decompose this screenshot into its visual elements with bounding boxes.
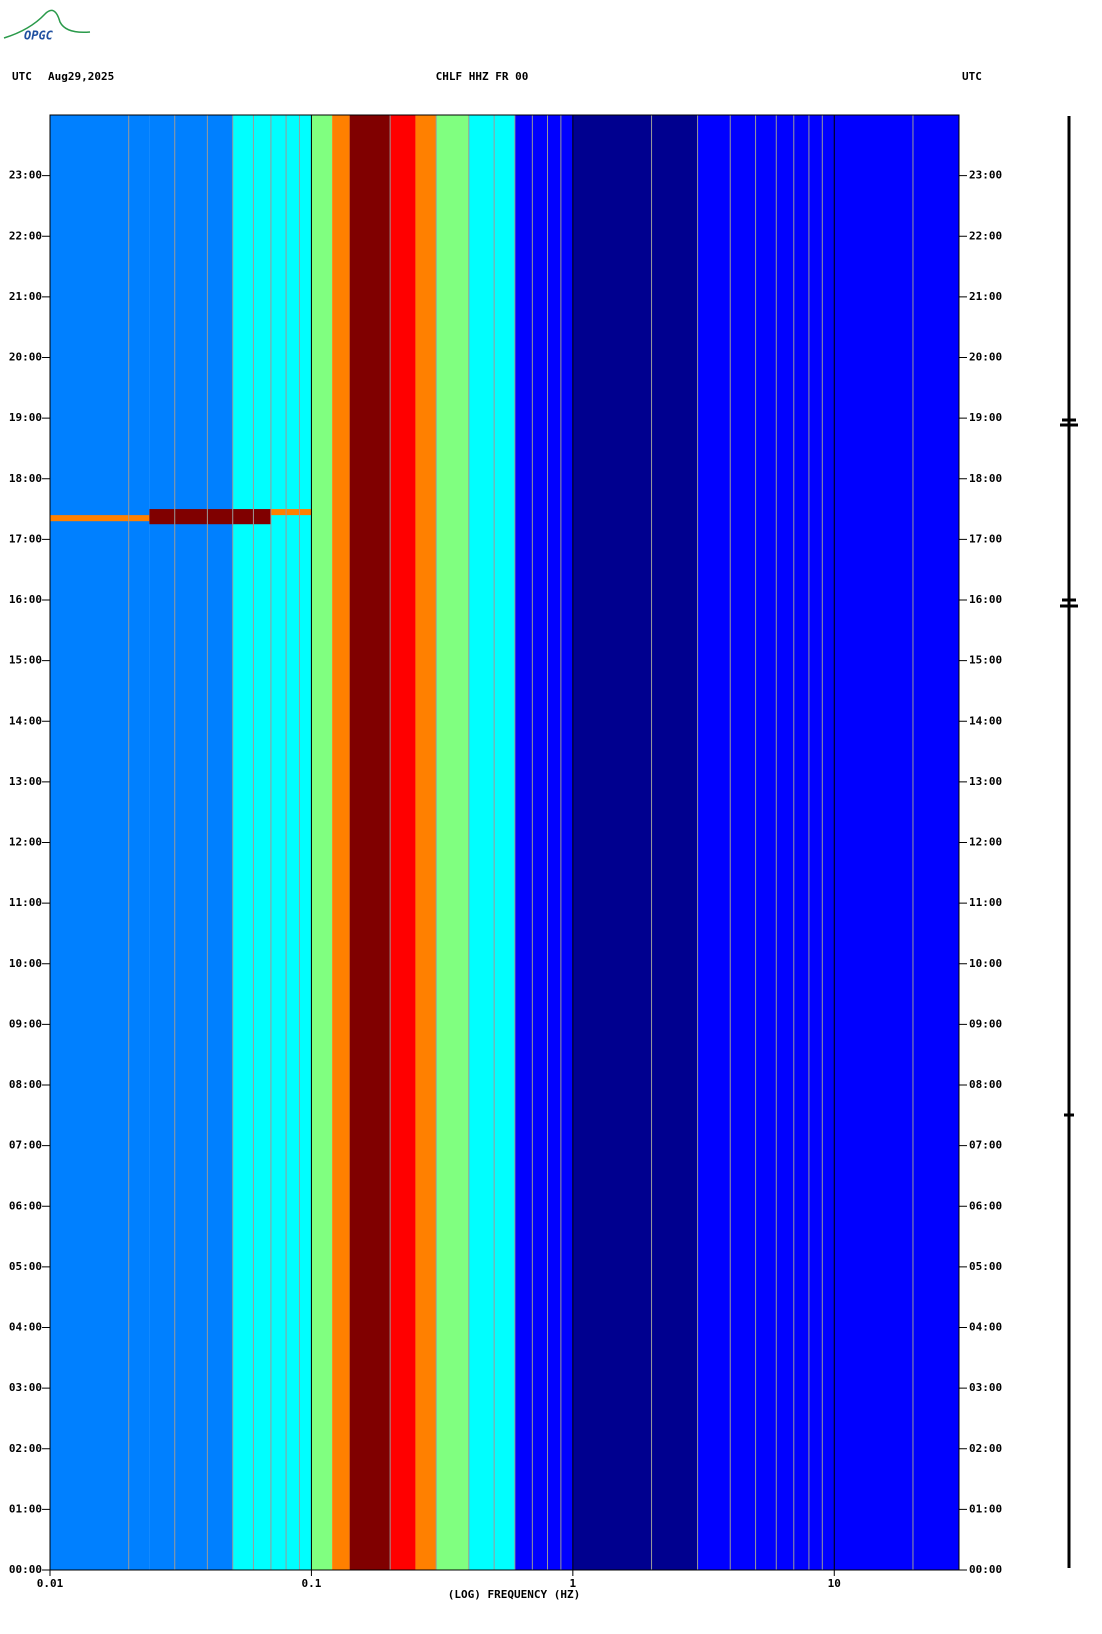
y-tick-label-right: 12:00 (969, 836, 1002, 849)
y-tick-label: 05:00 (9, 1260, 42, 1273)
y-tick-label: 06:00 (9, 1199, 42, 1212)
y-tick-label-right: 06:00 (969, 1199, 1002, 1212)
y-tick-label-right: 02:00 (969, 1442, 1002, 1455)
x-tick-label: 10 (828, 1577, 841, 1590)
y-tick-label: 19:00 (9, 411, 42, 424)
y-tick-label: 17:00 (9, 532, 42, 545)
y-tick-label: 14:00 (9, 714, 42, 727)
y-tick-label-right: 07:00 (969, 1139, 1002, 1152)
y-tick-label-right: 22:00 (969, 229, 1002, 242)
y-tick-label-right: 11:00 (969, 896, 1002, 909)
y-tick-label-right: 01:00 (969, 1502, 1002, 1515)
title-left: UTC (12, 70, 32, 83)
y-tick-label-right: 03:00 (969, 1381, 1002, 1394)
spectrum-band (697, 115, 959, 1570)
y-tick-label-right: 09:00 (969, 1017, 1002, 1030)
x-tick-label: 0.01 (37, 1577, 64, 1590)
spectrum-band (149, 115, 233, 1570)
y-tick-label-right: 20:00 (969, 351, 1002, 364)
y-tick-label-right: 13:00 (969, 775, 1002, 788)
spectrum-band (436, 115, 469, 1570)
y-tick-label: 11:00 (9, 896, 42, 909)
logo-curve (3, 9, 91, 39)
event (50, 515, 150, 522)
y-tick-label: 16:00 (9, 593, 42, 606)
y-tick-label-right: 19:00 (969, 411, 1002, 424)
y-tick-label: 09:00 (9, 1017, 42, 1030)
y-tick-label-right: 08:00 (969, 1078, 1002, 1091)
spectrum-band (390, 115, 416, 1570)
spectrum-band (514, 115, 573, 1570)
y-tick-label-right: 21:00 (969, 290, 1002, 303)
y-tick-label-right: 16:00 (969, 593, 1002, 606)
y-tick-label: 08:00 (9, 1078, 42, 1091)
spectrum-band (349, 115, 391, 1570)
waveform (1060, 116, 1078, 1568)
x-tick-label: 0.1 (301, 1577, 321, 1590)
y-tick-label: 01:00 (9, 1502, 42, 1515)
y-tick-label-right: 17:00 (969, 532, 1002, 545)
y-tick-label-right: 10:00 (969, 957, 1002, 970)
y-tick-label: 04:00 (9, 1321, 42, 1334)
y-tick-label-right: 00:00 (969, 1563, 1002, 1576)
y-tick-label-right: 14:00 (969, 714, 1002, 727)
plot-frame (49, 114, 960, 1571)
y-tick-label: 18:00 (9, 472, 42, 485)
y-tick-label: 15:00 (9, 654, 42, 667)
chart-title: CHLF HHZ FR 00 (436, 70, 529, 83)
y-tick-label-right: 18:00 (969, 472, 1002, 485)
spectrum-band (468, 115, 515, 1570)
title-right: UTC (962, 70, 982, 83)
spectrum-band (232, 115, 271, 1570)
y-tick-label: 10:00 (9, 957, 42, 970)
spectrum-band (270, 115, 312, 1570)
y-tick-label: 22:00 (9, 229, 42, 242)
y-tick-label: 02:00 (9, 1442, 42, 1455)
y-tick-label-right: 05:00 (969, 1260, 1002, 1273)
event (149, 509, 271, 525)
spectrum-band (332, 115, 350, 1570)
y-tick-label: 21:00 (9, 290, 42, 303)
spectrum-band (415, 115, 437, 1570)
y-tick-label: 03:00 (9, 1381, 42, 1394)
event (270, 509, 312, 516)
x-axis-label: (LOG) FREQUENCY (HZ) (448, 1588, 580, 1601)
y-tick-label-right: 04:00 (969, 1321, 1002, 1334)
y-tick-label: 23:00 (9, 169, 42, 182)
y-tick-label-right: 23:00 (969, 169, 1002, 182)
y-tick-label: 00:00 (9, 1563, 42, 1576)
spectrum-band (311, 115, 333, 1570)
y-tick-label: 12:00 (9, 836, 42, 849)
spectrum-band (50, 115, 150, 1570)
y-tick-label: 07:00 (9, 1139, 42, 1152)
y-tick-label: 13:00 (9, 775, 42, 788)
spectrum-band (572, 115, 698, 1570)
date: Aug29,2025 (48, 70, 114, 83)
x-tick-label: 1 (570, 1577, 577, 1590)
y-tick-label-right: 15:00 (969, 654, 1002, 667)
logo: OPGC (24, 29, 54, 43)
y-tick-label: 20:00 (9, 351, 42, 364)
